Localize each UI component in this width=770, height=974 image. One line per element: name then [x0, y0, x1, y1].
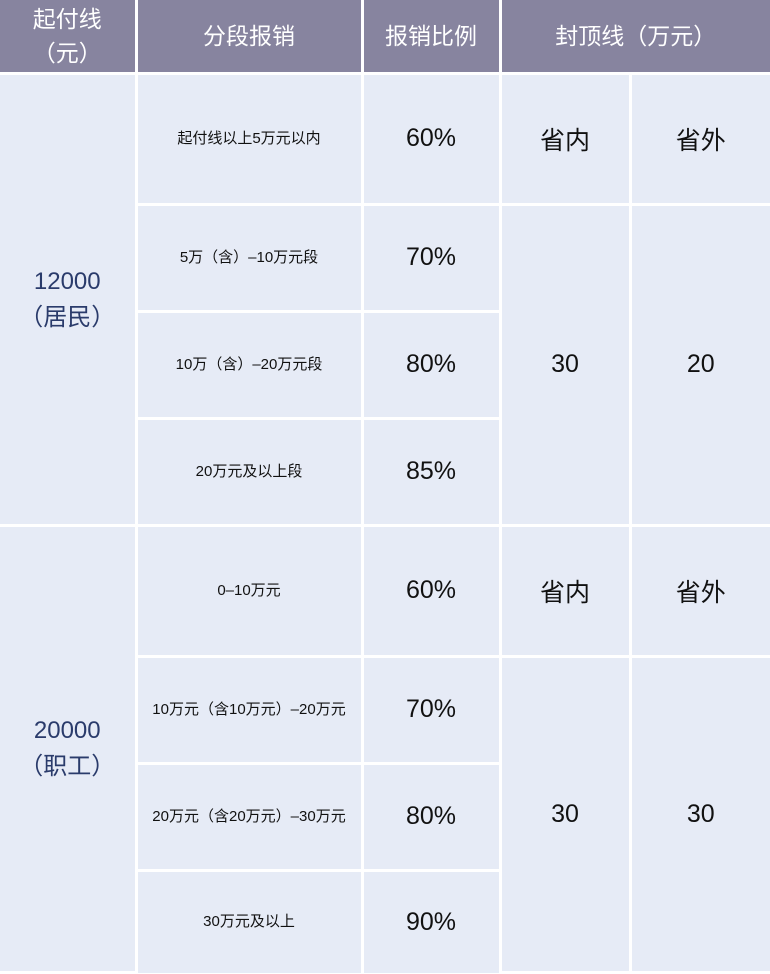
header-segments: 分段报销: [134, 0, 364, 75]
table-row: 30万元及以上 90%: [0, 868, 770, 973]
insured-type: （居民）: [19, 303, 116, 331]
deductible-value: 12000: [33, 267, 101, 295]
table-row: 12000 （居民） 起付线以上5万元以内 60% 省内 省外: [0, 72, 770, 527]
cap-out-label: 省外: [628, 524, 770, 658]
header-cap: 封顶线（万元）: [498, 0, 770, 75]
cap-out-label: 省外: [628, 72, 770, 206]
header-ratio: 报销比例: [360, 0, 502, 75]
ratio-cell: 70%: [360, 202, 502, 313]
segment-cell: 10万元（含10万元）–20万元: [136, 654, 364, 765]
segment-cell: 20万元及以上段: [136, 416, 364, 528]
table-row: 10万元（含10万元）–20万元 70% 30 30: [0, 654, 770, 974]
header-row: 起付线 （元） 分段报销 报销比例 封顶线（万元）: [0, 0, 770, 75]
table-row: 20000 （职工） 0–10万元 60% 省内 省外: [0, 524, 770, 974]
cap-in-value: 30: [498, 202, 632, 528]
segment-cell: 0–10万元: [134, 524, 364, 658]
header-deductible-line1: 起付线: [32, 6, 102, 32]
segment-cell: 起付线以上5万元以内: [134, 72, 364, 206]
ratio-cell: 80%: [360, 309, 500, 420]
ratio-cell: 70%: [360, 654, 502, 765]
segment-cell: 30万元及以上: [136, 868, 364, 973]
segment-cell: 10万（含）–20万元段: [136, 309, 364, 420]
deductible-cell: 12000 （居民）: [0, 72, 138, 527]
cap-in-label: 省内: [498, 72, 632, 206]
deductible-cell: 20000 （职工）: [0, 524, 138, 974]
deductible-value: 20000: [33, 717, 101, 744]
header-deductible: 起付线 （元）: [0, 0, 138, 75]
segment-cell: 20万元（含20万元）–30万元: [136, 761, 364, 872]
table-row: 20万元（含20万元）–30万元 80%: [0, 761, 770, 872]
cap-out-value: 20: [628, 202, 770, 528]
ratio-cell: 90%: [360, 868, 500, 973]
cap-in-label: 省内: [498, 524, 632, 658]
ratio-cell: 60%: [360, 524, 502, 658]
ratio-cell: 80%: [360, 761, 500, 872]
table-row: 20万元及以上段 85%: [0, 416, 770, 528]
table-row: 10万（含）–20万元段 80%: [0, 309, 770, 420]
ratio-cell: 60%: [360, 72, 502, 206]
cap-out-value: 30: [628, 654, 770, 974]
segment-cell: 5万（含）–10万元段: [136, 202, 364, 313]
insured-type: （职工）: [19, 753, 116, 780]
table-row: 5万（含）–10万元段 70% 30 20: [0, 202, 770, 528]
ratio-cell: 85%: [360, 416, 500, 528]
header-deductible-line2: （元）: [32, 40, 102, 66]
cap-in-value: 30: [498, 654, 632, 974]
